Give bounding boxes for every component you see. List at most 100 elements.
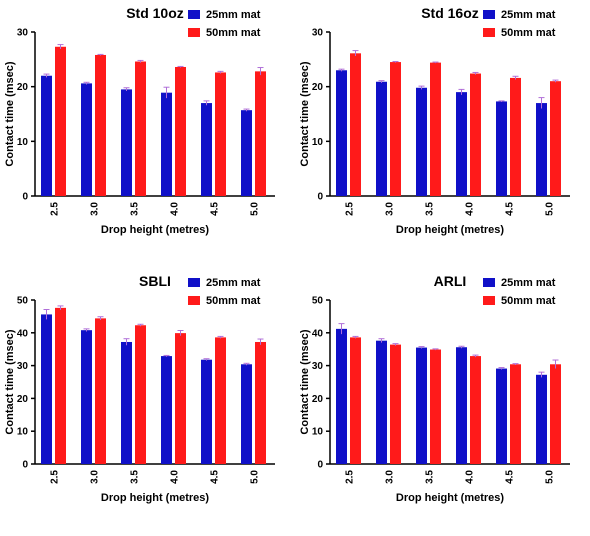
- x-tick-label: 3.5: [130, 202, 141, 216]
- y-tick-label: 30: [17, 28, 29, 39]
- x-tick-label: 4.0: [465, 202, 476, 216]
- x-tick-label: 2.5: [345, 470, 356, 484]
- y-axis-label: Contact time (msec): [299, 329, 311, 434]
- bar: [430, 349, 441, 464]
- bar: [376, 340, 387, 464]
- bar: [215, 337, 226, 464]
- y-tick-label: 30: [312, 28, 324, 39]
- bar: [161, 92, 172, 196]
- bar: [81, 330, 92, 464]
- bar: [175, 333, 186, 464]
- legend-label: 25mm mat: [206, 9, 261, 21]
- y-tick-label: 10: [17, 427, 29, 438]
- y-tick-label: 10: [312, 427, 324, 438]
- y-tick-label: 30: [312, 361, 324, 372]
- y-tick-label: 0: [317, 460, 323, 471]
- bar: [416, 347, 427, 464]
- x-tick-label: 5.0: [250, 470, 261, 484]
- bar: [336, 70, 347, 196]
- bar: [201, 359, 212, 464]
- y-tick-label: 20: [17, 394, 29, 405]
- x-tick-label: 4.0: [465, 470, 476, 484]
- chart-title: SBLI: [139, 273, 171, 289]
- bar: [95, 54, 106, 197]
- legend-label: 25mm mat: [206, 277, 261, 289]
- x-tick-label: 3.5: [425, 202, 436, 216]
- x-tick-label: 2.5: [50, 470, 61, 484]
- x-tick-label: 5.0: [545, 470, 556, 484]
- y-tick-label: 40: [312, 328, 324, 339]
- legend-label: 50mm mat: [501, 27, 556, 39]
- x-tick-label: 5.0: [250, 202, 261, 216]
- y-tick-label: 0: [317, 192, 323, 203]
- x-tick-label: 4.5: [210, 470, 221, 484]
- x-tick-label: 3.5: [425, 470, 436, 484]
- y-tick-label: 50: [17, 296, 29, 307]
- bar: [121, 89, 132, 196]
- y-tick-label: 50: [312, 296, 324, 307]
- x-axis-label: Drop height (metres): [396, 224, 505, 236]
- y-axis-label: Contact time (msec): [4, 61, 16, 166]
- chart-std-16oz: Std 16oz Contact time (msec) Drop height (…: [299, 5, 570, 236]
- x-tick-label: 3.0: [385, 202, 396, 216]
- bar: [255, 71, 266, 196]
- chart-title: Std 16oz: [421, 5, 479, 21]
- x-tick-label: 2.5: [50, 202, 61, 216]
- bar: [41, 75, 52, 196]
- bar: [350, 337, 361, 464]
- bar: [81, 83, 92, 196]
- bar: [41, 314, 52, 464]
- bar: [241, 110, 252, 196]
- bar: [215, 72, 226, 196]
- bar: [536, 103, 547, 196]
- y-tick-label: 30: [17, 361, 29, 372]
- bar: [496, 368, 507, 464]
- bar: [510, 77, 521, 196]
- bar: [536, 374, 547, 464]
- x-tick-label: 4.5: [505, 470, 516, 484]
- legend-label: 25mm mat: [501, 9, 556, 21]
- x-tick-label: 2.5: [345, 202, 356, 216]
- legend-swatch: [188, 278, 200, 287]
- y-tick-label: 0: [22, 460, 28, 471]
- bar: [135, 325, 146, 464]
- x-tick-label: 4.0: [170, 470, 181, 484]
- bar: [416, 87, 427, 196]
- chart-arli: ARLI Contact time (msec) Drop height (metr…: [299, 273, 570, 504]
- bar: [241, 364, 252, 464]
- y-tick-label: 40: [17, 328, 29, 339]
- legend-label: 50mm mat: [206, 295, 261, 307]
- chart-title: ARLI: [434, 273, 467, 289]
- legend-swatch: [483, 278, 495, 287]
- bar: [175, 66, 186, 196]
- x-axis-label: Drop height (metres): [101, 492, 210, 504]
- legend-swatch: [188, 28, 200, 37]
- legend-swatch: [188, 296, 200, 305]
- bar: [390, 344, 401, 464]
- bar: [350, 53, 361, 196]
- bar: [510, 364, 521, 464]
- bar: [161, 356, 172, 464]
- bar: [201, 103, 212, 196]
- legend-label: 25mm mat: [501, 277, 556, 289]
- x-tick-label: 3.5: [130, 470, 141, 484]
- bar: [456, 347, 467, 464]
- legend-swatch: [188, 10, 200, 19]
- y-tick-label: 10: [312, 137, 324, 148]
- chart-std-10oz: Std 10oz Contact time (msec) Drop height (…: [4, 5, 275, 236]
- y-tick-label: 10: [17, 137, 29, 148]
- x-tick-label: 5.0: [545, 202, 556, 216]
- chart-title: Std 10oz: [126, 5, 184, 21]
- x-axis-label: Drop height (metres): [101, 224, 210, 236]
- x-tick-label: 3.0: [90, 202, 101, 216]
- x-tick-label: 4.0: [170, 202, 181, 216]
- y-tick-label: 20: [17, 82, 29, 93]
- x-axis-label: Drop height (metres): [396, 492, 505, 504]
- bar: [255, 341, 266, 464]
- bar: [55, 46, 66, 197]
- bar: [390, 62, 401, 196]
- y-tick-label: 20: [312, 82, 324, 93]
- bar: [470, 73, 481, 196]
- bar: [430, 62, 441, 196]
